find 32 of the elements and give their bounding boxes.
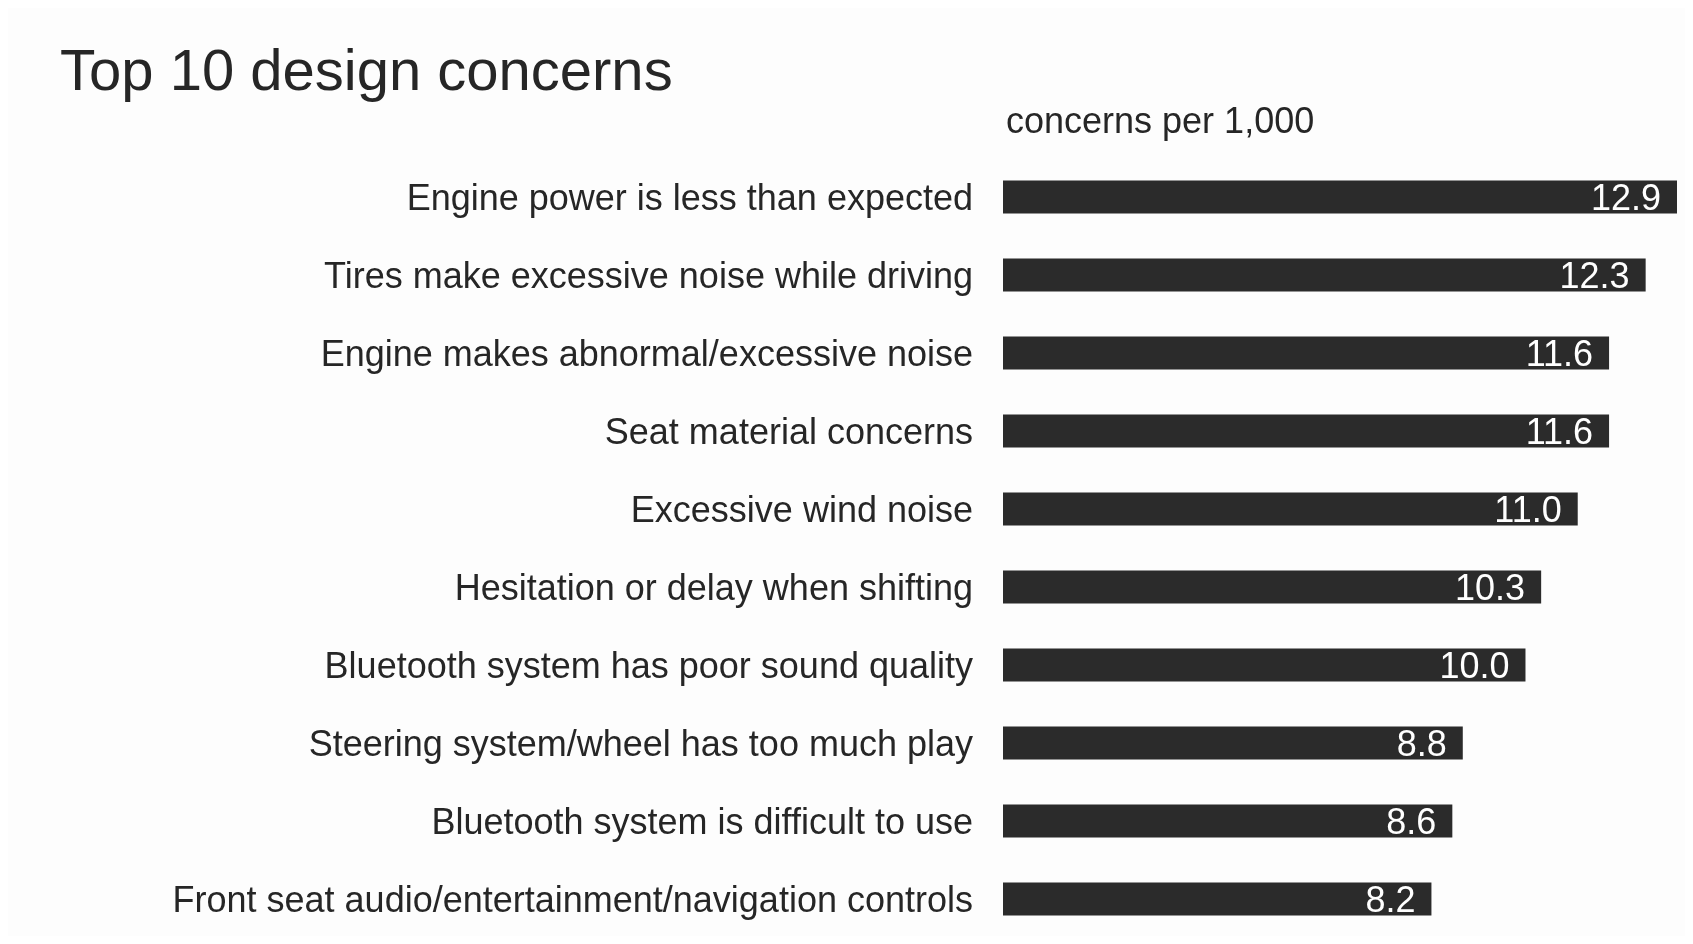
data-label: 8.6 <box>1386 800 1437 842</box>
bar <box>1003 336 1610 370</box>
data-label: 10.3 <box>1455 566 1526 608</box>
y-tick-label: Tires make excessive noise while driving <box>324 254 973 296</box>
data-label: 12.3 <box>1559 254 1630 296</box>
y-tick-label: Hesitation or delay when shifting <box>454 566 973 608</box>
data-label: 8.2 <box>1365 878 1416 920</box>
y-tick-label: Bluetooth system is difficult to use <box>431 800 973 842</box>
data-label: 11.6 <box>1525 410 1594 452</box>
text: Top 10 design concerns <box>60 36 673 103</box>
data-label: 11.0 <box>1494 488 1562 530</box>
bar <box>1003 882 1432 916</box>
bar <box>1003 726 1463 760</box>
y-tick-label: Seat material concerns <box>604 410 973 452</box>
y-tick-label: Engine power is less than expected <box>406 176 973 218</box>
y-tick-label: Front seat audio/entertainment/navigation controls <box>172 878 973 920</box>
x-axis-title: concerns per 1,000 <box>1006 100 1315 142</box>
bar <box>1003 492 1578 526</box>
y-tick-label: Bluetooth system has poor sound quality <box>324 644 973 686</box>
bar <box>1003 570 1542 604</box>
data-label: 10.0 <box>1439 644 1510 686</box>
bar <box>1003 180 1677 214</box>
data-label: 8.8 <box>1396 722 1447 764</box>
data-label: 12.9 <box>1590 176 1661 218</box>
y-tick-label: Engine makes abnormal/excessive noise <box>320 332 973 374</box>
y-tick-label: Excessive wind noise <box>630 488 973 530</box>
data-label: 11.6 <box>1525 332 1594 374</box>
y-tick-label: Steering system/wheel has too much play <box>308 722 973 764</box>
bar <box>1003 648 1526 682</box>
bar <box>1003 258 1646 292</box>
bar <box>1003 414 1610 448</box>
bar <box>1003 804 1453 838</box>
